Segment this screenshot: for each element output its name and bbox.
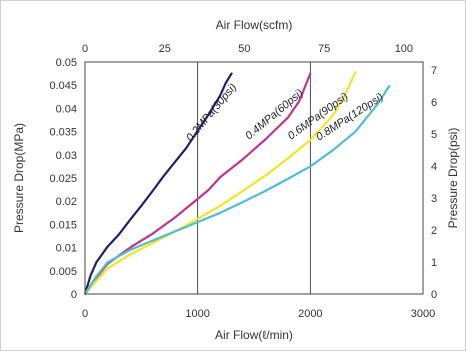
x-bottom-tick-label: 2000	[298, 308, 322, 320]
y-left-axis-title: Pressure Drop(MPa)	[12, 123, 26, 233]
y-left-tick-label: 0.045	[49, 80, 77, 92]
x-top-tick-label: 75	[318, 43, 330, 55]
x-bottom-tick-label: 1000	[185, 308, 209, 320]
y-right-tick-label: 4	[431, 161, 437, 173]
y-left-tick-label: 0.01	[56, 243, 77, 255]
x-top-tick-label: 100	[395, 43, 413, 55]
series-line-1	[83, 72, 233, 296]
plot-area	[85, 62, 423, 294]
y-left-tick-label: 0.035	[49, 127, 77, 139]
y-left-tick-label: 0.025	[49, 173, 77, 185]
plot-border	[84, 61, 424, 295]
series-layer	[83, 71, 391, 296]
x-top-tick-label: 25	[159, 43, 171, 55]
y-right-tick-label: 5	[431, 129, 437, 141]
x-top-tick-label: 50	[238, 43, 250, 55]
y-left-tick-label: 0	[71, 289, 77, 301]
y-left-tick-label: 0.05	[56, 57, 77, 69]
y-left-tick-label: 0.02	[56, 196, 77, 208]
y-left-tick-label: 0.005	[49, 266, 77, 278]
x-bottom-tick-label: 0	[82, 308, 88, 320]
x-bottom-axis-title: Air Flow(ℓ/min)	[215, 328, 293, 342]
y-right-tick-label: 0	[431, 289, 437, 301]
series-line-4	[83, 85, 391, 296]
x-top-tick-label: 0	[82, 43, 88, 55]
y-right-tick-label: 6	[431, 97, 437, 109]
y-left-tick-label: 0.015	[49, 219, 77, 231]
x-bottom-tick-label: 3000	[411, 308, 435, 320]
y-right-tick-label: 1	[431, 257, 437, 269]
grid-layer	[197, 62, 311, 294]
y-right-axis-title: Pressure Drop(psi)	[446, 128, 460, 229]
x-top-axis-title: Air Flow(scfm)	[216, 18, 293, 32]
y-right-tick-label: 7	[431, 65, 437, 77]
y-left-tick-label: 0.04	[56, 103, 77, 115]
y-left-tick-label: 0.03	[56, 150, 77, 162]
series-line-3	[83, 71, 357, 296]
y-right-tick-label: 2	[431, 225, 437, 237]
y-right-tick-label: 3	[431, 193, 437, 205]
